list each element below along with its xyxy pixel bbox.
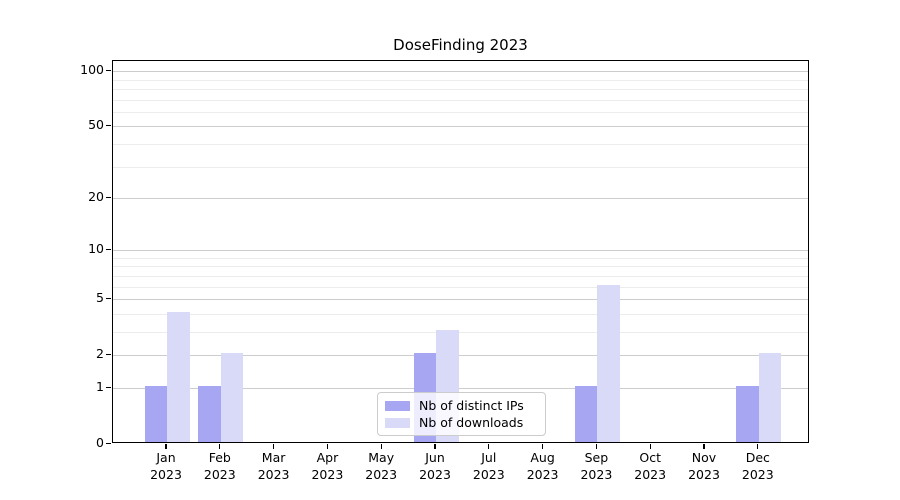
bar-distinct-ips-sep xyxy=(574,386,598,442)
y-tick-mark xyxy=(106,387,111,389)
y-tick-label: 1 xyxy=(96,379,104,394)
bar-downloads-jan xyxy=(167,311,190,442)
x-tick-mark xyxy=(273,444,275,449)
x-tick-label: Mar 2023 xyxy=(257,450,290,482)
x-tick-mark xyxy=(595,444,597,449)
x-tick-mark xyxy=(219,444,221,449)
distinct-ips-swatch-icon xyxy=(385,400,410,411)
gridline xyxy=(113,299,808,301)
x-tick-label: Aug 2023 xyxy=(526,450,559,482)
gridline xyxy=(113,99,808,101)
y-tick-mark xyxy=(106,125,111,127)
x-tick-mark xyxy=(757,444,759,449)
bar-downloads-sep xyxy=(597,284,620,442)
gridline xyxy=(113,166,808,168)
x-tick-mark xyxy=(165,444,167,449)
gridline xyxy=(113,355,808,357)
y-tick-label: 0 xyxy=(96,435,104,450)
y-tick-label: 20 xyxy=(88,189,104,204)
x-tick-label: Nov 2023 xyxy=(688,450,720,482)
legend-label-distinct-ips: Nb of distinct IPs xyxy=(419,398,524,413)
x-tick-label: May 2023 xyxy=(365,450,398,482)
x-tick-mark xyxy=(649,444,651,449)
x-tick-mark xyxy=(380,444,382,449)
x-tick-label: Oct 2023 xyxy=(634,450,667,482)
y-tick-label: 5 xyxy=(96,290,104,306)
bar-distinct-ips-jan xyxy=(144,386,167,442)
gridline xyxy=(113,143,808,145)
x-tick-mark xyxy=(703,444,705,449)
y-tick-mark xyxy=(106,197,111,199)
gridline xyxy=(113,276,808,277)
x-tick-label: Jan 2023 xyxy=(150,450,182,482)
gridline xyxy=(113,286,808,288)
y-tick-mark xyxy=(106,354,111,356)
bar-downloads-feb xyxy=(220,353,244,442)
gridline xyxy=(113,250,808,252)
downloads-swatch-icon xyxy=(385,417,410,428)
gridline xyxy=(113,79,808,81)
x-tick-label: Dec 2023 xyxy=(741,450,774,482)
legend-row-downloads: Nb of downloads xyxy=(385,414,537,431)
x-tick-mark xyxy=(488,444,490,449)
gridline xyxy=(113,266,808,268)
gridline xyxy=(113,71,808,73)
chart-title: DoseFinding 2023 xyxy=(393,36,528,54)
x-tick-label: Feb 2023 xyxy=(203,450,236,482)
gridline xyxy=(113,126,808,128)
gridline xyxy=(113,388,808,389)
gridline xyxy=(113,332,808,333)
gridline xyxy=(113,313,808,315)
y-tick-mark xyxy=(106,298,111,300)
bar-downloads-dec xyxy=(758,353,782,442)
y-tick-mark xyxy=(106,249,111,251)
legend-row-distinct-ips: Nb of distinct IPs xyxy=(385,397,537,414)
gridline xyxy=(113,257,808,259)
y-tick-label: 2 xyxy=(96,346,104,362)
y-tick-label: 100 xyxy=(80,62,104,78)
gridline xyxy=(113,111,808,113)
y-tick-mark xyxy=(106,443,111,445)
x-tick-mark xyxy=(542,444,544,449)
x-tick-label: Jul 2023 xyxy=(472,450,505,482)
x-tick-mark xyxy=(434,444,436,449)
bar-distinct-ips-feb xyxy=(198,386,221,442)
y-tick-label: 10 xyxy=(88,241,104,257)
gridline xyxy=(113,88,808,90)
y-tick-label: 50 xyxy=(88,117,104,133)
x-tick-label: Jun 2023 xyxy=(419,450,451,482)
plot-area xyxy=(112,60,809,443)
x-tick-label: Apr 2023 xyxy=(311,450,344,482)
gridline xyxy=(113,198,808,199)
legend-label-downloads: Nb of downloads xyxy=(419,415,524,430)
x-tick-label: Sep 2023 xyxy=(580,450,613,482)
x-tick-mark xyxy=(326,444,328,449)
legend: Nb of distinct IPs Nb of downloads xyxy=(377,392,546,436)
bar-distinct-ips-dec xyxy=(736,386,759,442)
y-tick-mark xyxy=(106,70,111,72)
